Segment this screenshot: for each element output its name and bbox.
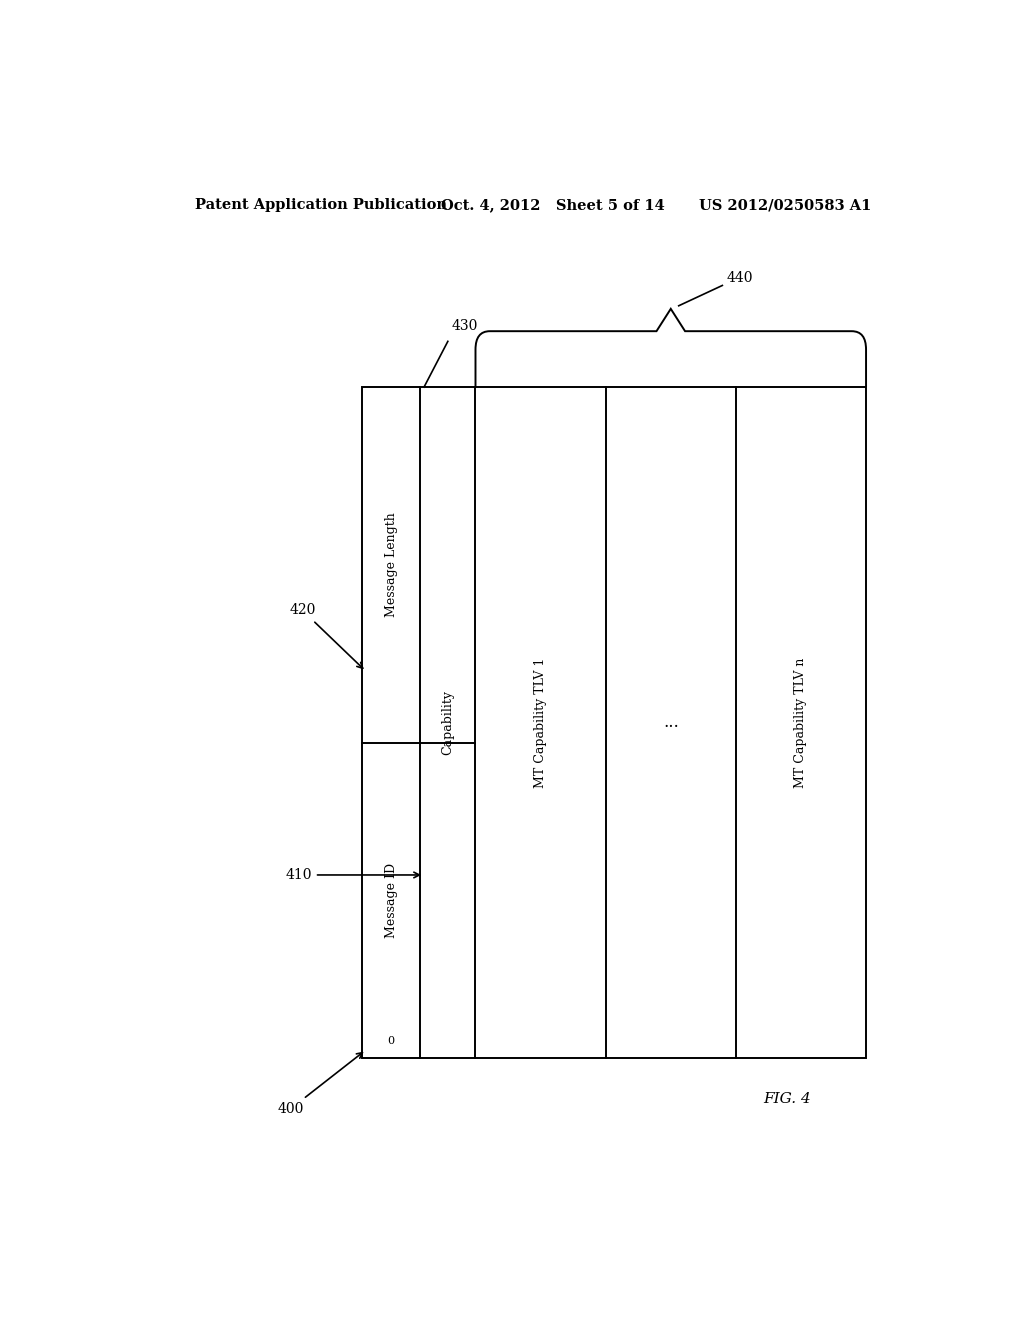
Text: Oct. 4, 2012   Sheet 5 of 14: Oct. 4, 2012 Sheet 5 of 14 [441,198,666,213]
Text: Patent Application Publication: Patent Application Publication [196,198,447,213]
Text: FIG. 4: FIG. 4 [763,1092,811,1106]
Text: Message ID: Message ID [385,863,397,937]
Text: ...: ... [663,714,679,731]
Text: MT Capability TLV 1: MT Capability TLV 1 [535,657,547,788]
Text: Message Length: Message Length [385,512,397,618]
Bar [362,387,866,1057]
Text: 410: 410 [286,869,420,882]
Text: US 2012/0250583 A1: US 2012/0250583 A1 [699,198,871,213]
Text: 420: 420 [290,603,362,668]
Text: MT Capability TLV n: MT Capability TLV n [795,657,808,788]
Text: 440: 440 [726,272,753,285]
Text: 400: 400 [278,1052,362,1115]
Text: 430: 430 [452,319,478,333]
Text: Capability: Capability [441,690,455,755]
Text: 0: 0 [387,1036,394,1045]
